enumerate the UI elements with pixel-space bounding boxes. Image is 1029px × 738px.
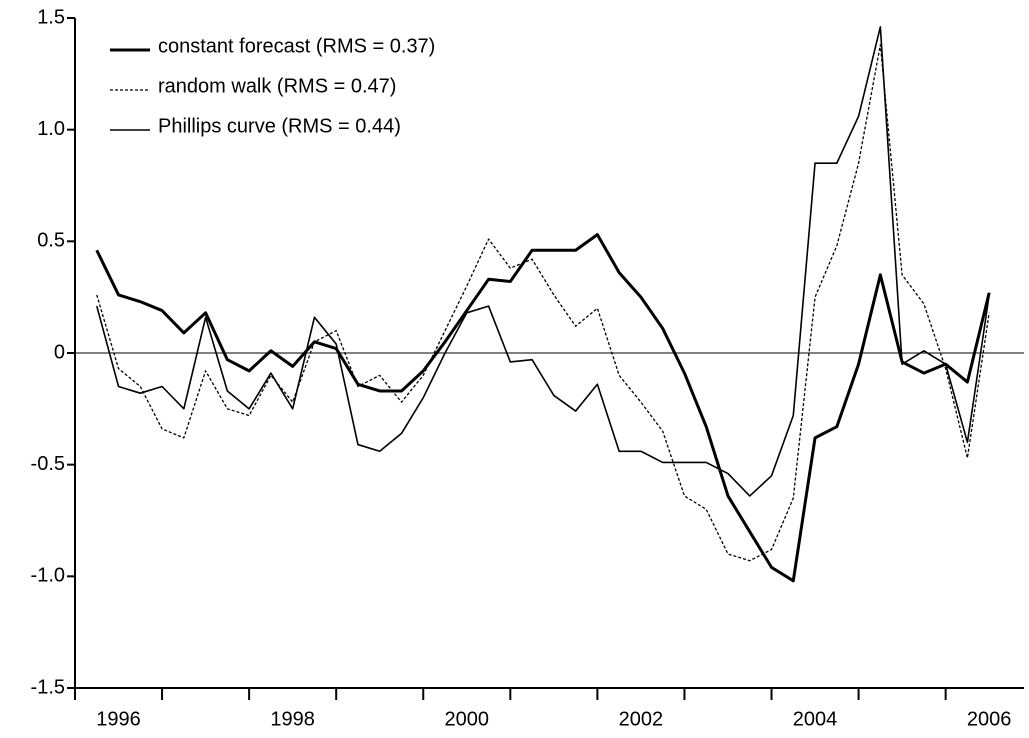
x-tick-label: 2000 [445, 708, 490, 730]
legend-label: constant forecast (RMS = 0.37) [158, 35, 435, 57]
x-tick-label: 1998 [270, 708, 315, 730]
legend-label: Phillips curve (RMS = 0.44) [158, 115, 401, 137]
y-tick-label: 0.5 [37, 230, 65, 252]
x-tick-label: 2006 [967, 708, 1012, 730]
x-tick-label: 2002 [619, 708, 664, 730]
y-tick-label: -0.5 [31, 453, 65, 475]
series-line [95, 26, 990, 497]
series-line [95, 233, 991, 583]
x-tick-label: 1996 [96, 708, 141, 730]
series-line [96, 44, 990, 562]
y-tick-label: -1.5 [31, 676, 65, 698]
y-tick-label: 1.5 [37, 6, 65, 28]
y-tick-label: -1.0 [31, 565, 65, 587]
y-tick-label: 0 [54, 341, 65, 363]
legend-label: random walk (RMS = 0.47) [158, 75, 396, 97]
x-tick-label: 2004 [793, 708, 838, 730]
y-tick-label: 1.0 [37, 118, 65, 140]
